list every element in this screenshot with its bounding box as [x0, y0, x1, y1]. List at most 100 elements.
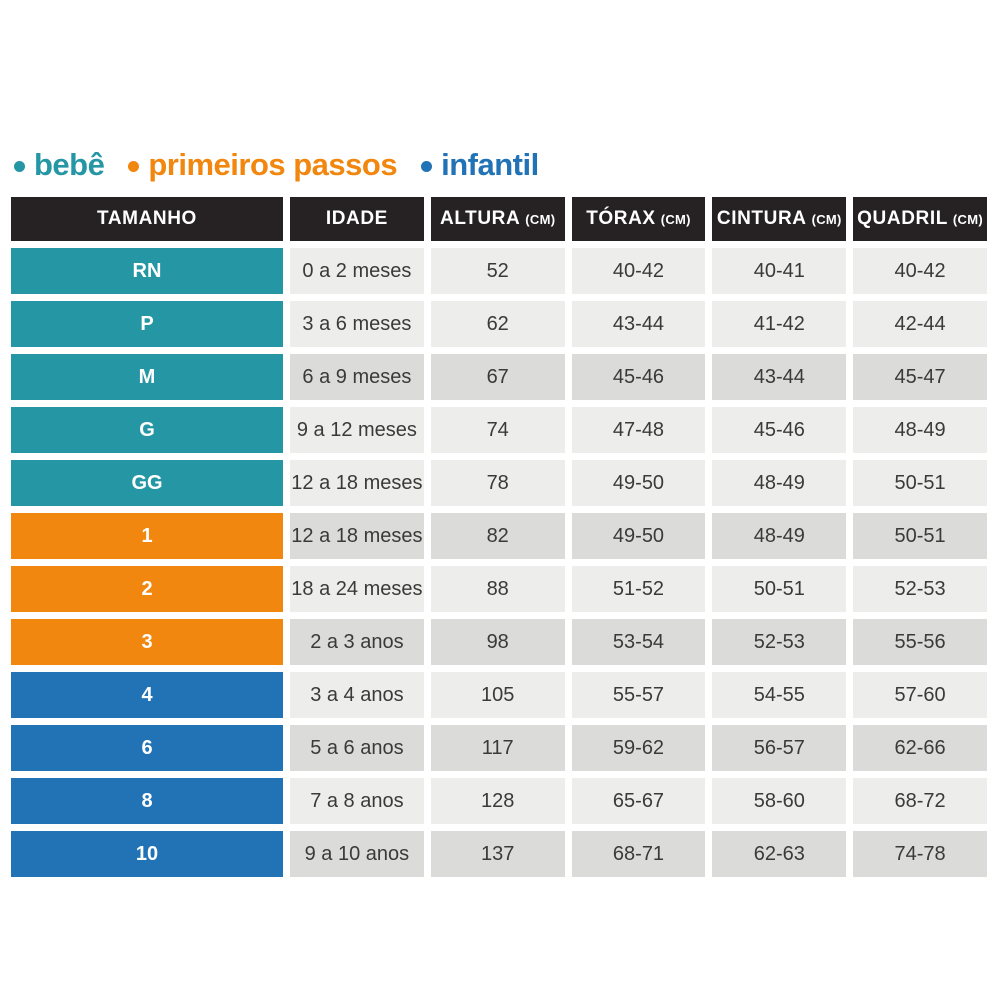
size-cell-rn: RN [11, 248, 283, 294]
table-cell-cintura: 43-44 [712, 354, 847, 400]
table-cell-quadril: 50-51 [853, 460, 987, 506]
size-chart-content: bebê primeiros passos infantil TAMANHO IDAD… [11, 144, 987, 877]
table-cell-altura: 78 [430, 460, 565, 506]
column-header-label: TAMANHO [97, 208, 197, 229]
column-header-unit: (CM) [660, 211, 691, 227]
table-cell-torax: 47-48 [571, 407, 706, 453]
size-cell-6: 6 [11, 725, 283, 771]
table-cell-cintura: 54-55 [712, 672, 847, 718]
table-cell-idade: 6 a 9 meses [290, 354, 424, 400]
table-cell-idade: 7 a 8 anos [290, 778, 424, 824]
table-cell-cintura: 40-41 [712, 248, 847, 294]
table-cell-quadril: 62-66 [853, 725, 987, 771]
table-cell-torax: 68-71 [571, 831, 706, 877]
table-cell-altura: 98 [430, 619, 565, 665]
table-cell-idade: 12 a 18 meses [290, 460, 424, 506]
table-cell-quadril: 55-56 [853, 619, 987, 665]
table-cell-altura: 74 [430, 407, 565, 453]
table-cell-cintura: 48-49 [712, 460, 847, 506]
table-cell-idade: 18 a 24 meses [290, 566, 424, 612]
column-header-cintura: CINTURA (CM) [712, 197, 847, 241]
category-legend: bebê primeiros passos infantil [11, 144, 987, 186]
table-cell-cintura: 56-57 [712, 725, 847, 771]
table-cell-idade: 0 a 2 meses [290, 248, 424, 294]
column-header-label: CINTURA [716, 208, 807, 229]
table-cell-altura: 88 [430, 566, 565, 612]
table-cell-idade: 3 a 6 meses [290, 301, 424, 347]
table-cell-altura: 137 [430, 831, 565, 877]
bullet-icon [14, 161, 25, 172]
column-header-label: IDADE [325, 208, 388, 229]
table-cell-altura: 128 [430, 778, 565, 824]
table-cell-altura: 67 [430, 354, 565, 400]
size-cell-p: P [11, 301, 283, 347]
size-cell-1: 1 [11, 513, 283, 559]
table-cell-cintura: 48-49 [712, 513, 847, 559]
table-cell-cintura: 45-46 [712, 407, 847, 453]
table-cell-quadril: 68-72 [853, 778, 987, 824]
size-cell-g: G [11, 407, 283, 453]
bullet-icon [128, 161, 140, 172]
size-cell-gg: GG [11, 460, 283, 506]
table-cell-torax: 43-44 [571, 301, 706, 347]
table-cell-altura: 52 [430, 248, 565, 294]
legend-item-infantil: infantil [421, 147, 539, 183]
table-cell-cintura: 52-53 [712, 619, 847, 665]
table-cell-altura: 82 [430, 513, 565, 559]
column-header-quadril: QUADRIL (CM) [853, 197, 987, 241]
table-cell-altura: 117 [430, 725, 565, 771]
table-cell-quadril: 42-44 [853, 301, 987, 347]
table-cell-torax: 49-50 [571, 513, 706, 559]
table-cell-quadril: 48-49 [853, 407, 987, 453]
table-cell-torax: 49-50 [571, 460, 706, 506]
size-cell-3: 3 [11, 619, 283, 665]
table-cell-idade: 9 a 10 anos [290, 831, 424, 877]
table-cell-torax: 53-54 [571, 619, 706, 665]
column-header-unit: (CM) [525, 211, 556, 227]
column-header-unit: (CM) [952, 211, 983, 227]
table-cell-cintura: 41-42 [712, 301, 847, 347]
column-header-idade: IDADE [290, 197, 424, 241]
table-cell-idade: 9 a 12 meses [290, 407, 424, 453]
table-cell-quadril: 50-51 [853, 513, 987, 559]
table-cell-quadril: 40-42 [853, 248, 987, 294]
table-cell-idade: 12 a 18 meses [290, 513, 424, 559]
legend-label: infantil [441, 147, 539, 182]
legend-item-primeiros_passos: primeiros passos [128, 147, 398, 183]
table-cell-idade: 2 a 3 anos [290, 619, 424, 665]
table-cell-torax: 45-46 [571, 354, 706, 400]
column-header-tórax: TÓRAX (CM) [571, 197, 706, 241]
table-cell-torax: 51-52 [571, 566, 706, 612]
table-cell-altura: 62 [430, 301, 565, 347]
legend-item-bebe: bebê [14, 147, 105, 183]
column-header-label: QUADRIL [857, 208, 948, 229]
size-table: TAMANHO IDADE ALTURA (CM) TÓRAX (CM) CINTURA (C… [11, 197, 987, 877]
table-cell-cintura: 62-63 [712, 831, 847, 877]
table-cell-quadril: 45-47 [853, 354, 987, 400]
table-cell-quadril: 57-60 [853, 672, 987, 718]
size-cell-m: M [11, 354, 283, 400]
table-cell-cintura: 50-51 [712, 566, 847, 612]
column-header-altura: ALTURA (CM) [430, 197, 565, 241]
legend-label: bebê [34, 147, 105, 182]
table-cell-torax: 40-42 [571, 248, 706, 294]
column-header-tamanho: TAMANHO [11, 197, 283, 241]
table-cell-idade: 3 a 4 anos [290, 672, 424, 718]
size-cell-8: 8 [11, 778, 283, 824]
table-cell-idade: 5 a 6 anos [290, 725, 424, 771]
table-cell-quadril: 74-78 [853, 831, 987, 877]
column-header-label: TÓRAX [586, 208, 656, 229]
table-cell-quadril: 52-53 [853, 566, 987, 612]
table-cell-torax: 65-67 [571, 778, 706, 824]
table-cell-torax: 59-62 [571, 725, 706, 771]
size-cell-4: 4 [11, 672, 283, 718]
size-cell-10: 10 [11, 831, 283, 877]
table-cell-torax: 55-57 [571, 672, 706, 718]
size-cell-2: 2 [11, 566, 283, 612]
column-header-unit: (CM) [811, 211, 842, 227]
table-cell-cintura: 58-60 [712, 778, 847, 824]
column-header-label: ALTURA [440, 208, 521, 229]
legend-label: primeiros passos [148, 147, 398, 182]
table-cell-altura: 105 [430, 672, 565, 718]
